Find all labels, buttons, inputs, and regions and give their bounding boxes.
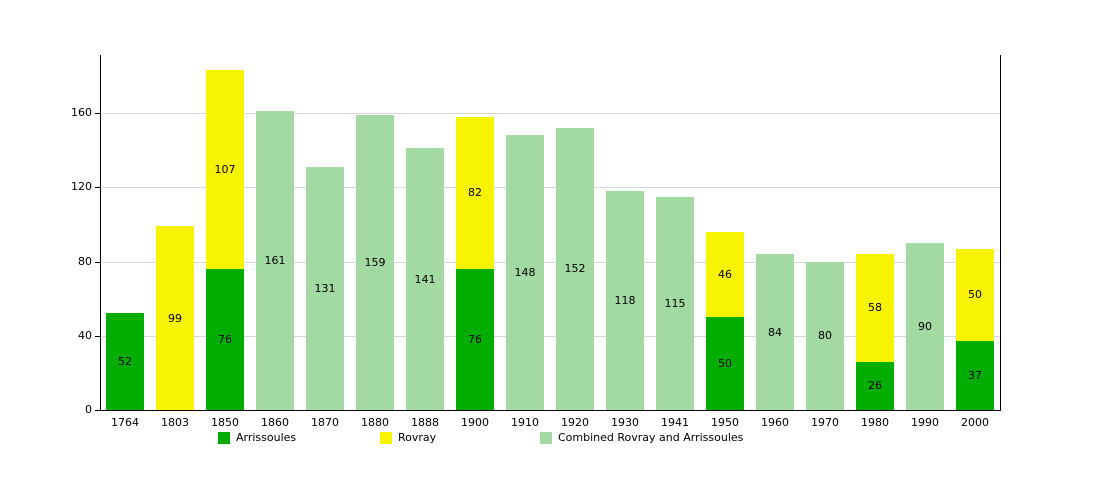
legend-item-rovray: Rovray	[380, 431, 436, 444]
plot-right-border	[1000, 55, 1001, 410]
bar-segment-arrissoules: 37	[956, 341, 994, 410]
x-axis-category-label: 1764	[111, 416, 139, 429]
bar-value-label: 37	[968, 369, 982, 383]
bar-segment-combined-rovray-and-arrissoules: 148	[506, 135, 544, 410]
x-axis-category-label: 1970	[811, 416, 839, 429]
x-axis-category-label: 1990	[911, 416, 939, 429]
bar-value-label: 90	[918, 319, 932, 333]
legend-label: Combined Rovray and Arrissoules	[558, 431, 744, 444]
bar-value-label: 141	[414, 272, 436, 286]
bar-value-label: 84	[768, 325, 782, 339]
x-axis-category-label: 1900	[461, 416, 489, 429]
bar-value-label: 82	[468, 186, 482, 200]
gridline	[100, 113, 1000, 115]
x-axis-category-label: 1950	[711, 416, 739, 429]
bar-segment-rovray: 46	[706, 231, 744, 318]
bar-value-label: 52	[118, 355, 132, 369]
y-axis-tick-label: 80	[78, 254, 92, 268]
x-axis-category-label: 1803	[161, 416, 189, 429]
x-axis-category-label: 1850	[211, 416, 239, 429]
x-axis-category-label: 1860	[261, 416, 289, 429]
bar-value-label: 161	[264, 254, 286, 268]
y-axis-tick	[95, 335, 100, 337]
x-axis-category-label: 1980	[861, 416, 889, 429]
bar-segment-combined-rovray-and-arrissoules: 152	[556, 127, 594, 410]
bar-value-label: 76	[218, 332, 232, 346]
legend-label: Rovray	[398, 431, 437, 444]
legend-swatch	[540, 431, 552, 444]
bar-value-label: 131	[314, 281, 336, 295]
x-axis-line	[100, 410, 1001, 411]
bar-segment-combined-rovray-and-arrissoules: 159	[356, 114, 394, 410]
x-axis-category-label: 2000	[961, 416, 989, 429]
y-axis-tick-label: 160	[71, 106, 92, 120]
bar-value-label: 58	[868, 301, 882, 315]
x-axis-category-label: 1920	[561, 416, 589, 429]
x-axis-category-label: 1870	[311, 416, 339, 429]
legend-swatch	[380, 431, 392, 444]
x-axis-category-label: 1930	[611, 416, 639, 429]
bar-value-label: 76	[468, 332, 482, 346]
bar-value-label: 152	[564, 262, 586, 276]
bar-segment-rovray: 107	[206, 70, 244, 269]
y-axis-tick-label: 120	[71, 180, 92, 194]
bar-segment-combined-rovray-and-arrissoules: 115	[656, 196, 694, 410]
x-axis-category-label: 1910	[511, 416, 539, 429]
y-axis-tick	[95, 261, 100, 263]
bar-value-label: 46	[718, 268, 732, 281]
bar-value-label: 80	[818, 329, 832, 343]
legend-item-arrissoules: Arrissoules	[218, 431, 296, 444]
bar-segment-combined-rovray-and-arrissoules: 80	[806, 261, 844, 410]
bar-segment-combined-rovray-and-arrissoules: 141	[406, 148, 444, 410]
bar-segment-arrissoules: 76	[206, 268, 244, 410]
bar-value-label: 148	[514, 266, 536, 280]
bar-value-label: 50	[968, 288, 982, 302]
bar-segment-combined-rovray-and-arrissoules: 90	[906, 242, 944, 410]
bar-segment-rovray: 99	[156, 226, 194, 410]
bar-segment-rovray: 58	[856, 254, 894, 362]
bar-value-label: 107	[214, 163, 236, 177]
y-axis-line	[100, 55, 101, 410]
y-axis-tick-label: 40	[78, 328, 92, 342]
bar-segment-combined-rovray-and-arrissoules: 118	[606, 190, 644, 410]
legend-item-combined-rovray-and-arrissoules: Combined Rovray and Arrissoules	[540, 431, 743, 444]
x-axis-category-label: 1888	[411, 416, 439, 429]
bar-value-label: 26	[868, 379, 882, 393]
x-axis-category-label: 1880	[361, 416, 389, 429]
bar-segment-combined-rovray-and-arrissoules: 161	[256, 111, 294, 410]
bar-segment-rovray: 50	[956, 248, 994, 342]
gridline	[100, 261, 1000, 263]
bar-value-label: 118	[614, 293, 636, 307]
bar-value-label: 115	[664, 296, 686, 310]
bar-segment-arrissoules: 50	[706, 317, 744, 410]
bar-value-label: 99	[168, 311, 182, 325]
legend-label: Arrissoules	[236, 431, 297, 444]
x-axis-category-label: 1960	[761, 416, 789, 429]
bar-segment-arrissoules: 52	[106, 313, 144, 410]
y-axis-tick	[95, 113, 100, 115]
bar-value-label: 159	[364, 255, 386, 269]
gridline	[100, 187, 1000, 189]
y-axis-tick-label: 0	[85, 403, 92, 416]
bar-segment-arrissoules: 26	[856, 361, 894, 410]
x-axis-category-label: 1941	[661, 416, 689, 429]
y-axis-tick	[95, 187, 100, 189]
y-axis-tick	[95, 410, 100, 411]
bar-segment-arrissoules: 76	[456, 268, 494, 410]
bar-segment-rovray: 82	[456, 116, 494, 269]
gridline	[100, 335, 1000, 337]
bar-segment-combined-rovray-and-arrissoules: 131	[306, 166, 344, 410]
bar-value-label: 50	[718, 357, 732, 371]
legend-swatch	[218, 431, 230, 444]
bar-segment-combined-rovray-and-arrissoules: 84	[756, 254, 794, 410]
